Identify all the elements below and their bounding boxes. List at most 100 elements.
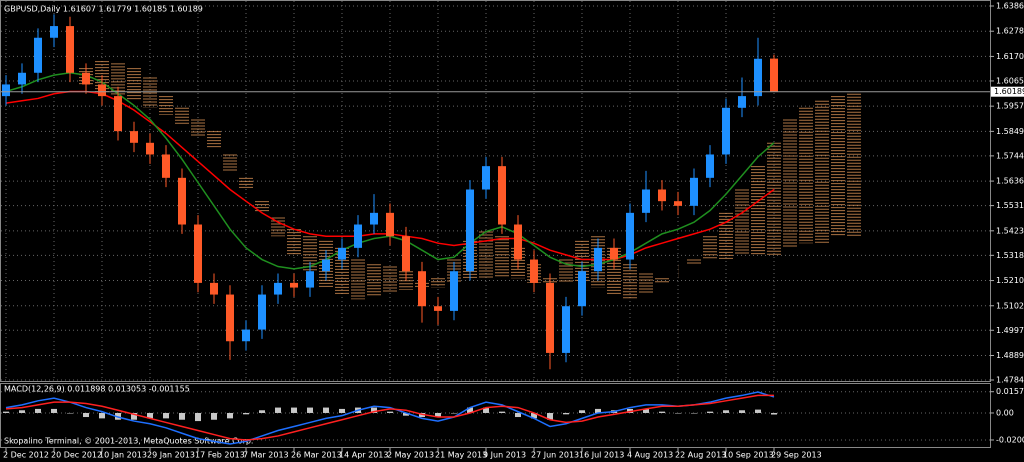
y-tick-label: -0.0200 xyxy=(996,435,1024,444)
candle-body xyxy=(402,236,410,272)
histogram-bar xyxy=(83,412,89,418)
y-tick-label: 0.00 xyxy=(996,408,1014,417)
candle-body xyxy=(738,96,746,108)
candle-body xyxy=(722,107,730,155)
chart-title: GBPUSD,Daily 1.61607 1.61779 1.60185 1.6… xyxy=(4,5,203,14)
histogram-bar xyxy=(35,408,41,413)
candle-body xyxy=(514,224,522,260)
candle-body xyxy=(370,212,378,225)
candle-body xyxy=(674,201,682,206)
candle-body xyxy=(210,282,218,295)
x-tick-label: 4 Aug 2013 xyxy=(627,451,673,460)
candle-body xyxy=(610,247,618,260)
candle-body xyxy=(530,259,538,283)
candle-body xyxy=(98,84,106,97)
candle-body xyxy=(114,96,122,132)
macd-line xyxy=(5,394,775,441)
candle-body xyxy=(34,37,42,73)
candle-body xyxy=(242,329,250,342)
candle-body xyxy=(770,58,778,92)
histogram-bar xyxy=(675,412,681,414)
y-tick-label: 1.49970 xyxy=(996,326,1024,335)
x-tick-label: 16 Jul 2013 xyxy=(579,451,624,460)
candle-body xyxy=(706,154,714,178)
histogram-bar xyxy=(579,410,585,413)
candle-body xyxy=(162,154,170,178)
candle-body xyxy=(498,166,506,225)
candle-body xyxy=(482,166,490,190)
y-tick-label: 1.52100 xyxy=(996,276,1024,285)
histogram-bar xyxy=(483,407,489,413)
histogram-bar xyxy=(739,410,745,413)
candle-body xyxy=(626,212,634,260)
y-tick-label: 1.53180 xyxy=(996,251,1024,260)
histogram-bar xyxy=(259,410,265,413)
histogram-bar xyxy=(99,412,105,419)
histogram-bar xyxy=(467,407,473,413)
y-tick-label: 0.01575 xyxy=(996,387,1024,396)
y-tick-label: 1.62780 xyxy=(996,27,1024,36)
x-tick-label: 20 Dec 2012 xyxy=(51,451,102,460)
histogram-bar xyxy=(723,410,729,413)
histogram-bar xyxy=(179,412,185,420)
y-tick-label: 1.51020 xyxy=(996,301,1024,310)
histogram-bar xyxy=(403,412,409,416)
histogram-bar xyxy=(643,408,649,413)
x-tick-label: 2 Dec 2012 xyxy=(3,451,49,460)
histogram-bar xyxy=(147,412,153,419)
y-tick-label: 1.60650 xyxy=(996,76,1024,85)
histogram-bar xyxy=(131,412,137,420)
macd-title: MACD(12,26,9) 0.011898 0.013053 -0.00115… xyxy=(4,385,190,394)
candle-body xyxy=(466,189,474,272)
candle-body xyxy=(178,177,186,225)
price-box xyxy=(991,86,1024,97)
x-tick-label: 10 Sep 2013 xyxy=(723,451,774,460)
candle-body xyxy=(578,271,586,307)
x-tick-label: 10 Jan 2013 xyxy=(99,451,147,460)
histogram-bar xyxy=(755,409,761,413)
histogram-bar xyxy=(67,412,73,414)
y-tick-label: 1.61700 xyxy=(996,52,1024,61)
price-label: 1.60189 xyxy=(994,87,1024,96)
histogram-bar xyxy=(291,407,297,413)
x-tick-label: 22 Aug 2013 xyxy=(675,451,726,460)
histogram-bar xyxy=(515,412,521,418)
histogram-bar xyxy=(195,412,201,422)
candle-body xyxy=(82,72,90,85)
candle-body xyxy=(274,282,282,295)
main-frame xyxy=(0,0,991,382)
histogram-bar xyxy=(659,411,665,413)
y-tick-label: 1.56360 xyxy=(996,177,1024,186)
candle-body xyxy=(66,26,74,73)
candle-body xyxy=(50,26,58,38)
candle-body xyxy=(2,84,10,97)
candle-body xyxy=(546,282,554,353)
candle-body xyxy=(18,72,26,85)
candle-body xyxy=(130,131,138,143)
histogram-bar xyxy=(19,410,25,413)
candle-body xyxy=(450,271,458,311)
histogram-bar xyxy=(563,412,569,415)
macd-frame xyxy=(0,383,991,448)
footer: Skopalino Terminal, © 2001-2013, MetaQuo… xyxy=(4,437,253,446)
candle-body xyxy=(658,189,666,202)
candle-body xyxy=(322,259,330,272)
histogram-bar xyxy=(163,412,169,419)
histogram-bar xyxy=(771,412,777,415)
x-tick-label: 14 Apr 2013 xyxy=(339,451,388,460)
histogram-bar xyxy=(339,408,345,413)
y-tick-label: 1.59570 xyxy=(996,102,1024,111)
x-tick-label: 21 May 2013 xyxy=(435,451,487,460)
histogram-bar xyxy=(51,408,57,413)
x-tick-label: 17 Feb 2013 xyxy=(195,451,245,460)
candle-body xyxy=(194,224,202,283)
histogram-bar xyxy=(451,412,457,414)
candle-body xyxy=(690,177,698,206)
histogram-bar xyxy=(435,412,441,418)
histogram-bar xyxy=(243,412,249,415)
y-tick-label: 1.55310 xyxy=(996,201,1024,210)
candle-body xyxy=(386,212,394,237)
histogram-bar xyxy=(307,407,313,413)
histogram-bar xyxy=(595,408,601,413)
